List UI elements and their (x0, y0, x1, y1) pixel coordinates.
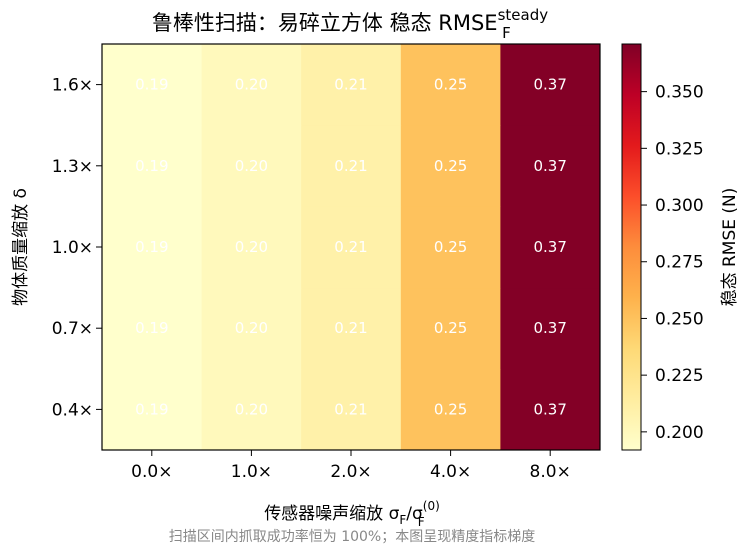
cell-value-label: 0.21 (334, 319, 367, 337)
colorbar-ticks: 0.200 0.225 0.250 0.275 0.300 0.325 0.350 (641, 83, 704, 443)
colorbar-tick-label: 0.325 (655, 139, 704, 159)
colorbar-tick-label: 0.200 (655, 423, 704, 443)
cell-value-label: 0.25 (434, 238, 467, 256)
heatmap-cell (102, 44, 203, 126)
cell-value-label: 0.19 (135, 400, 168, 418)
cell-value-label: 0.19 (135, 319, 168, 337)
cell-value-label: 0.25 (434, 400, 467, 418)
x-axis-label: 传感器噪声缩放 σF/σ(0) F (264, 499, 440, 529)
colorbar-tick-label: 0.225 (655, 366, 704, 386)
footnote: 扫描区间内抓取成功率恒为 100%；本图呈现精度指标梯度 (169, 528, 535, 545)
heatmap-cell (201, 368, 302, 451)
cell-value-label: 0.25 (434, 157, 467, 175)
cell-value-label: 0.37 (533, 400, 566, 418)
colorbar-tick-label: 0.350 (655, 83, 704, 103)
heatmap-cells (102, 44, 601, 451)
colorbar-label: 稳态 RMSE (N) (720, 188, 740, 307)
x-tick-label: 1.0× (231, 462, 272, 482)
heatmap-cell (500, 44, 601, 126)
cell-value-label: 0.37 (533, 238, 566, 256)
heatmap-cell (201, 44, 302, 126)
heatmap-cell (500, 125, 601, 207)
cell-value-label: 0.19 (135, 76, 168, 94)
cell-value-label: 0.25 (434, 319, 467, 337)
heatmap-cell (400, 206, 501, 289)
heatmap-cell (500, 206, 601, 289)
heatmap-cell (301, 368, 402, 451)
cell-value-label: 0.20 (235, 319, 268, 337)
cell-value-label: 0.20 (235, 76, 268, 94)
cell-value-label: 0.37 (533, 157, 566, 175)
colorbar-tick-label: 0.275 (655, 253, 704, 273)
heatmap-cell (201, 125, 302, 207)
x-tick-label: 0.0× (131, 462, 172, 482)
heatmap-cell (201, 206, 302, 289)
colorbar-tick-label: 0.250 (655, 309, 704, 329)
heatmap-cell (500, 287, 601, 370)
cell-value-label: 0.21 (334, 400, 367, 418)
heatmap-cell (400, 44, 501, 126)
heatmap-cell (102, 206, 203, 289)
y-tick-label: 1.0× (52, 238, 93, 258)
colorbar (621, 43, 642, 451)
heatmap-cell (201, 287, 302, 370)
x-tick-label: 4.0× (430, 462, 471, 482)
y-tick-label: 0.7× (52, 319, 93, 339)
heatmap-cell (400, 368, 501, 451)
x-tick-label: 2.0× (330, 462, 371, 482)
cell-value-label: 0.37 (533, 76, 566, 94)
heatmap-cell (500, 368, 601, 451)
cell-value-label: 0.21 (334, 76, 367, 94)
y-axis-label: 物体质量缩放 δ (11, 188, 31, 306)
cell-value-label: 0.20 (235, 400, 268, 418)
heatmap-cell (102, 125, 203, 207)
y-axis-ticks: 0.4× 0.7× 1.0× 1.3× 1.6× (52, 76, 102, 420)
cell-value-label: 0.21 (334, 238, 367, 256)
heatmap-cell (400, 287, 501, 370)
cell-value-label: 0.37 (533, 319, 566, 337)
heatmap-cell-labels: 0.19 0.20 0.21 0.25 0.37 0.19 0.20 0.21 0.25 0.37… (135, 76, 567, 419)
heatmap-cell (102, 287, 203, 370)
y-tick-label: 1.3× (52, 157, 93, 177)
heatmap-cell (102, 368, 203, 451)
cell-value-label: 0.19 (135, 157, 168, 175)
colorbar-tick-label: 0.300 (655, 196, 704, 216)
heatmap-cell (301, 44, 402, 126)
chart-title: 鲁棒性扫描：易碎立方体 稳态 RMSEsteady F (152, 6, 548, 42)
cell-value-label: 0.19 (135, 238, 168, 256)
cell-value-label: 0.20 (235, 157, 268, 175)
x-tick-label: 8.0× (530, 462, 571, 482)
cell-value-label: 0.21 (334, 157, 367, 175)
y-tick-label: 0.4× (52, 400, 93, 420)
heatmap-cell (301, 125, 402, 207)
cell-value-label: 0.25 (434, 76, 467, 94)
heatmap-cell (301, 287, 402, 370)
cell-value-label: 0.20 (235, 238, 268, 256)
x-axis-ticks: 0.0× 1.0× 2.0× 4.0× 8.0× (131, 450, 571, 482)
heatmap-cell (301, 206, 402, 289)
heatmap-cell (400, 125, 501, 207)
y-tick-label: 1.6× (52, 76, 93, 96)
